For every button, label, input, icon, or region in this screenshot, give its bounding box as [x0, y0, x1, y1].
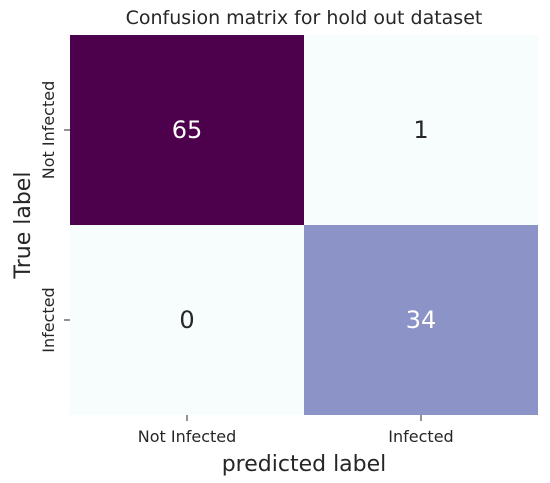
heatmap-cell-labels: 65 1 0 34	[172, 116, 437, 334]
cell-value-label-0-0: 65	[172, 116, 203, 144]
heatmap-cell-0-0	[70, 35, 304, 225]
x-tick-label-0: Not Infected	[138, 427, 237, 446]
x-tick-label-1: Infected	[388, 427, 453, 446]
y-axis-label: True label	[11, 172, 36, 280]
heatmap-cell-0-1	[304, 35, 538, 225]
cell-value-label-1-1: 34	[406, 306, 437, 334]
y-tick-label-1: Infected	[39, 287, 58, 352]
heatmap-cell-1-1	[304, 225, 538, 415]
heatmap-cells	[70, 35, 538, 415]
cell-value-label-1-0: 0	[179, 306, 194, 334]
cell-value-label-0-1: 1	[413, 116, 428, 144]
x-axis-label: predicted label	[222, 452, 387, 477]
chart-title: Confusion matrix for hold out dataset	[126, 7, 483, 29]
y-tick-label-0: Not Infected	[39, 81, 58, 180]
y-axis-ticks: Not Infected Infected	[39, 81, 70, 353]
heatmap-cell-1-0	[70, 225, 304, 415]
x-axis-ticks: Not Infected Infected	[138, 415, 454, 446]
